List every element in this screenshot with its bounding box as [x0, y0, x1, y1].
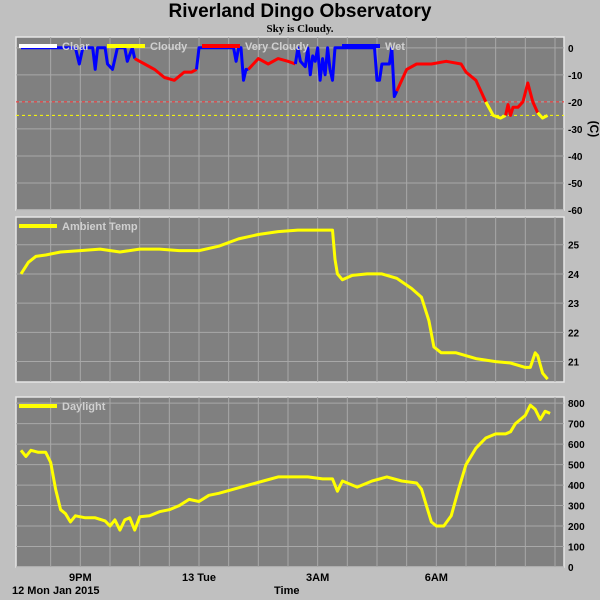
- legend-label: Clear: [62, 41, 90, 53]
- y-tick-label: -60: [568, 206, 583, 217]
- y-tick-label: 700: [568, 420, 585, 431]
- plot-background: [15, 396, 565, 568]
- y-tick-label: 600: [568, 440, 585, 451]
- series-line-5: [293, 46, 399, 98]
- series-line-1: [21, 46, 137, 71]
- chart-panel-3: 800 700 600 500 400 300 200 100 0 9PM 13 Tue 3AM 6AM…: [15, 396, 585, 584]
- y-axis-label: (C): [587, 121, 600, 138]
- y-tick-label: 300: [568, 502, 585, 513]
- series-line-1: [19, 403, 551, 532]
- x-axis-title: Time: [274, 585, 300, 597]
- y-tick-label: 22: [568, 328, 580, 339]
- y-tick-label: 0: [568, 563, 574, 574]
- y-tick-label: -50: [568, 179, 583, 190]
- y-tick-label: 24: [568, 270, 580, 281]
- legend-label: Ambient Temp: [62, 221, 138, 233]
- y-tick-label: 200: [568, 522, 585, 533]
- legend-label: Very Cloudy: [245, 41, 309, 53]
- series-line-2: [133, 57, 198, 82]
- y-tick-label: 100: [568, 543, 585, 554]
- y-tick-label: 800: [568, 399, 585, 410]
- y-tick-label: -40: [568, 152, 583, 163]
- series-line-6: [395, 59, 488, 103]
- sky-status: Sky is Cloudy.: [266, 23, 334, 35]
- series-line-8: [504, 81, 540, 117]
- x-tick-label: 6AM: [425, 572, 448, 584]
- page-title: Riverland Dingo Observatory: [168, 1, 432, 22]
- x-tick-label: 13 Tue: [182, 572, 216, 584]
- y-tick-label: 23: [568, 299, 580, 310]
- legend-label: Wet: [385, 41, 405, 53]
- series-line-1: [19, 228, 549, 381]
- chart-panel-2: 25 24 23 22 21 Ambient Temp: [15, 216, 580, 383]
- y-tick-label: -10: [568, 71, 583, 82]
- date-label: 12 Mon Jan 2015: [12, 585, 100, 597]
- y-tick-label: 400: [568, 481, 585, 492]
- series-line-9: [536, 111, 549, 120]
- y-tick-label: -20: [568, 98, 583, 109]
- y-tick-label: -30: [568, 125, 583, 136]
- x-tick-label: 9PM: [69, 572, 92, 584]
- x-tick-label: 3AM: [306, 572, 329, 584]
- y-tick-label: 21: [568, 358, 580, 369]
- y-tick-label: 0: [568, 44, 574, 55]
- y-tick-label: 25: [568, 241, 580, 252]
- legend-label: Cloudy: [150, 41, 188, 53]
- series-line-4: [247, 57, 296, 71]
- plot-background: [15, 216, 565, 383]
- legend-label: Daylight: [62, 401, 106, 413]
- series-line-7: [484, 101, 507, 120]
- y-tick-label: 500: [568, 461, 585, 472]
- chart-panel-1: 0 -10 -20 -30 -40 -50 -60 (C) Clear Cloudy Very Cl…: [15, 36, 600, 217]
